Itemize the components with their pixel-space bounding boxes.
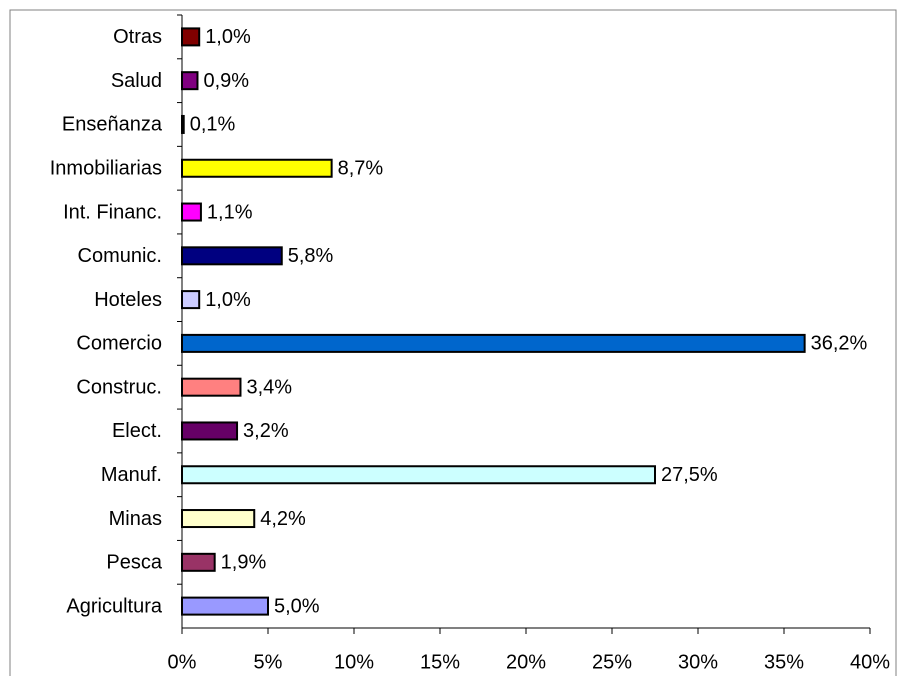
x-tick-label: 15%	[420, 651, 460, 673]
x-tick-label: 40%	[850, 651, 890, 673]
y-tick-label: Agricultura	[66, 595, 162, 617]
value-label: 1,9%	[221, 552, 267, 574]
y-tick-label: Enseñanza	[62, 114, 163, 136]
value-label: 0,9%	[203, 70, 249, 92]
bar	[181, 158, 333, 178]
y-tick-label: Comunic.	[78, 245, 162, 267]
x-tick-label: 10%	[334, 651, 374, 673]
value-label: 1,0%	[205, 26, 251, 48]
y-tick-label: Comercio	[76, 333, 162, 355]
value-label: 3,4%	[246, 376, 292, 398]
bar	[181, 421, 239, 441]
bar	[181, 114, 185, 134]
x-tick-label: 25%	[592, 651, 632, 673]
value-label: 3,2%	[243, 420, 289, 442]
y-tick-label: Manuf.	[101, 464, 162, 486]
bar	[181, 465, 656, 485]
value-label: 5,8%	[288, 245, 334, 267]
x-tick-label: 35%	[764, 651, 804, 673]
x-tick-label: 20%	[506, 651, 546, 673]
x-tick-label: 30%	[678, 651, 718, 673]
bar	[181, 71, 199, 91]
y-tick-label: Minas	[109, 508, 162, 530]
bar	[181, 27, 201, 47]
value-label: 4,2%	[260, 508, 306, 530]
bar	[181, 596, 269, 616]
x-tick-label: 0%	[168, 651, 197, 673]
bar	[181, 246, 283, 266]
value-label: 1,1%	[207, 201, 253, 223]
value-label: 8,7%	[338, 158, 384, 180]
value-label: 5,0%	[274, 595, 320, 617]
y-tick-label: Otras	[113, 26, 162, 48]
y-tick-label: Pesca	[106, 552, 162, 574]
y-tick-label: Inmobiliarias	[50, 158, 162, 180]
value-label: 0,1%	[190, 114, 236, 136]
value-label: 27,5%	[661, 464, 718, 486]
y-tick-label: Construc.	[76, 376, 162, 398]
bar	[181, 509, 256, 529]
value-label: 1,0%	[205, 289, 251, 311]
bar	[181, 377, 242, 397]
y-tick-label: Int. Financ.	[63, 201, 162, 223]
bar	[181, 202, 202, 222]
bar	[181, 290, 201, 310]
chart-frame	[9, 9, 897, 676]
bar	[181, 552, 216, 572]
value-label: 36,2%	[811, 333, 868, 355]
y-tick-label: Salud	[111, 70, 162, 92]
y-tick-label: Hoteles	[94, 289, 162, 311]
y-tick-label: Elect.	[112, 420, 162, 442]
x-tick-label: 5%	[254, 651, 283, 673]
bar	[181, 333, 806, 353]
